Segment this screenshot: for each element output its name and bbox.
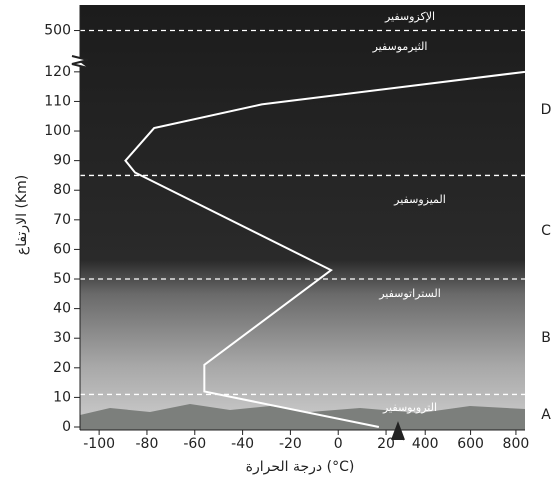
- layer-label: الميزوسفير: [393, 193, 446, 206]
- layer-label: الإكزوسفير: [384, 10, 435, 23]
- layer-label: الثيرموسفير: [372, 40, 428, 53]
- layer-letter: D: [541, 102, 552, 118]
- x-tick-label: 400: [412, 436, 439, 452]
- y-tick-label: 100: [44, 123, 71, 139]
- x-tick-label: 0: [334, 436, 343, 452]
- y-tick-label: 0: [62, 419, 71, 435]
- y-tick-label: 20: [53, 360, 71, 376]
- temperature-line: [124, 70, 526, 428]
- x-tick-label: 20: [377, 436, 395, 452]
- y-axis-break: [71, 55, 89, 69]
- x-axis-label: درجة الحرارة (°C): [246, 459, 355, 475]
- layer-label: التروبوسفير: [382, 401, 437, 414]
- y-tick-label: 110: [44, 93, 71, 109]
- layer-letter: B: [541, 330, 551, 346]
- y-tick-label: 70: [53, 212, 71, 228]
- y-tick-label: 40: [53, 301, 71, 317]
- y-tick-label: 90: [53, 153, 71, 169]
- x-tick-label: -60: [183, 436, 206, 452]
- y-tick-label: 50: [53, 271, 71, 287]
- plot-background: [80, 5, 525, 430]
- y-tick-label: 500: [44, 23, 71, 39]
- y-tick-label: 80: [53, 182, 71, 198]
- x-tick-label: -100: [83, 436, 115, 452]
- layer-letter: C: [541, 223, 551, 239]
- x-tick-label: -40: [231, 436, 254, 452]
- y-tick-label: 10: [53, 389, 71, 405]
- y-axis-label: الارتفاع (Km): [14, 175, 30, 255]
- layer-label: الستراتوسفير: [378, 287, 441, 300]
- x-tick-label: 600: [457, 436, 484, 452]
- x-tick-label: -20: [279, 436, 302, 452]
- y-tick-label: 120: [44, 64, 71, 80]
- mountains: [80, 404, 525, 430]
- y-tick-label: 60: [53, 241, 71, 257]
- x-tick-label: 800: [503, 436, 530, 452]
- layer-letter: A: [541, 407, 551, 423]
- x-tick-label: -80: [136, 436, 159, 452]
- x-axis-break: [391, 421, 405, 441]
- y-tick-label: 30: [53, 330, 71, 346]
